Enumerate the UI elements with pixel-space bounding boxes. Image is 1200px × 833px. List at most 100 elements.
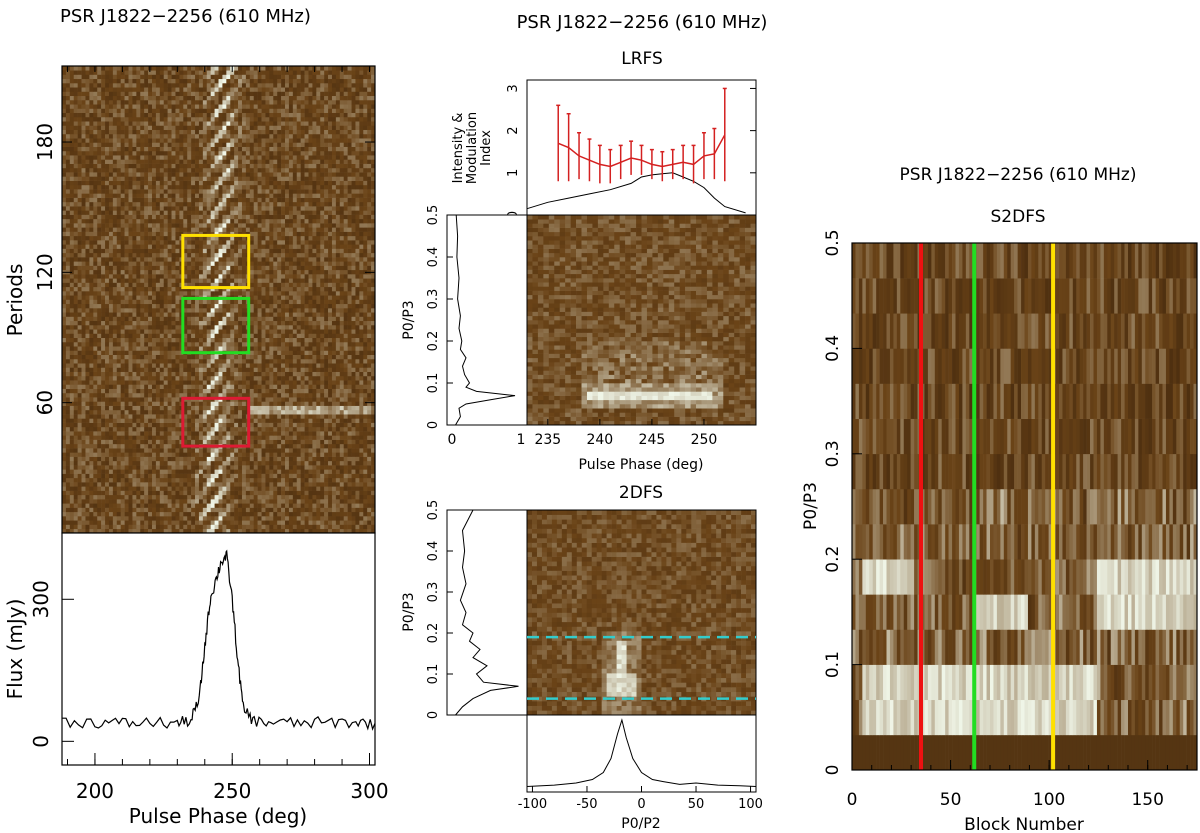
stack-pixel bbox=[116, 452, 121, 457]
stack-pixel bbox=[285, 401, 290, 406]
stack-pixel bbox=[136, 358, 141, 364]
stack-pixel bbox=[241, 274, 247, 279]
stack-pixel bbox=[108, 316, 114, 322]
stack-pixel bbox=[144, 392, 149, 398]
stack-pixel bbox=[202, 439, 208, 445]
stack-pixel bbox=[195, 333, 200, 339]
stack-pixel bbox=[73, 469, 78, 474]
stack-pixel bbox=[73, 460, 78, 466]
stack-pixel bbox=[112, 443, 118, 449]
stack-pixel bbox=[269, 482, 274, 487]
stack-pixel bbox=[339, 503, 344, 508]
stack-pixel bbox=[175, 354, 180, 360]
stack-pixel bbox=[85, 405, 90, 411]
stack-pixel bbox=[328, 473, 333, 479]
stack-pixel bbox=[222, 274, 227, 279]
stack-pixel bbox=[277, 443, 282, 449]
stack-pixel bbox=[105, 422, 110, 428]
stack-pixel bbox=[214, 324, 219, 330]
stack-pixel bbox=[105, 286, 110, 292]
stack-pixel bbox=[324, 443, 329, 449]
stack-pixel bbox=[124, 291, 129, 296]
stack-pixel bbox=[132, 511, 137, 517]
stack-pixel bbox=[359, 303, 364, 309]
stack-pixel bbox=[140, 324, 145, 330]
stack-pixel bbox=[202, 307, 208, 313]
stack-pixel bbox=[206, 375, 211, 381]
stack-pixel bbox=[81, 282, 86, 288]
stack-pixel bbox=[120, 473, 125, 479]
stack-pixel bbox=[367, 350, 372, 355]
stack-pixel bbox=[277, 380, 282, 385]
stack-pixel bbox=[261, 486, 266, 491]
stack-pixel bbox=[140, 303, 145, 309]
stack-pixel bbox=[343, 384, 348, 389]
stack-pixel bbox=[285, 418, 290, 423]
stack-pixel bbox=[371, 409, 376, 415]
stack-pixel bbox=[234, 435, 239, 440]
stack-pixel bbox=[132, 516, 137, 521]
stack-pixel bbox=[108, 397, 114, 402]
stack-pixel bbox=[253, 516, 258, 521]
stack-pixel bbox=[128, 329, 133, 334]
stack-pixel bbox=[124, 350, 129, 355]
stack-pixel bbox=[261, 282, 266, 288]
stack-pixel bbox=[300, 354, 305, 360]
stack-pixel bbox=[206, 409, 211, 415]
stack-pixel bbox=[238, 528, 243, 534]
stack-pixel bbox=[108, 443, 114, 449]
stack-pixel bbox=[112, 452, 118, 457]
stack-pixel bbox=[206, 363, 211, 368]
stack-pixel bbox=[159, 490, 165, 496]
stack-pixel bbox=[343, 274, 348, 279]
stack-pixel bbox=[85, 380, 90, 385]
stack-pixel bbox=[89, 414, 94, 419]
stack-pixel bbox=[89, 312, 94, 317]
stack-pixel bbox=[108, 426, 114, 432]
stack-pixel bbox=[151, 448, 157, 453]
stack-pixel bbox=[328, 401, 333, 406]
stack-pixel bbox=[93, 494, 98, 500]
stack-pixel bbox=[249, 320, 255, 326]
stack-pixel bbox=[89, 494, 94, 500]
stack-pixel bbox=[171, 350, 176, 355]
stack-pixel bbox=[62, 346, 67, 351]
stack-pixel bbox=[245, 469, 251, 474]
stack-pixel bbox=[316, 392, 321, 398]
stack-pixel bbox=[93, 511, 98, 517]
stack-pixel bbox=[195, 354, 200, 360]
stack-pixel bbox=[132, 409, 137, 415]
stack-pixel bbox=[140, 452, 145, 457]
stack-pixel bbox=[234, 507, 239, 513]
stack-pixel bbox=[195, 291, 200, 296]
stack-pixel bbox=[343, 520, 348, 525]
stack-pixel bbox=[112, 286, 118, 292]
stack-pixel bbox=[155, 456, 161, 462]
stack-pixel bbox=[355, 401, 360, 406]
stack-pixel bbox=[367, 299, 372, 305]
stack-pixel bbox=[359, 274, 364, 279]
stack-pixel bbox=[241, 520, 247, 525]
stack-pixel bbox=[105, 341, 110, 347]
stack-pixel bbox=[253, 295, 258, 300]
stack-pixel bbox=[234, 303, 239, 309]
stack-pixel bbox=[296, 443, 301, 449]
stack-pixel bbox=[62, 397, 67, 402]
stack-pixel bbox=[151, 439, 157, 445]
stack-pixel bbox=[269, 431, 274, 436]
stack-pixel bbox=[187, 291, 192, 296]
stack-pixel bbox=[218, 341, 223, 347]
stack-pixel bbox=[269, 329, 274, 334]
stack-pixel bbox=[269, 418, 274, 423]
stack-pixel bbox=[93, 503, 98, 508]
stack-pixel bbox=[269, 375, 274, 381]
stack-pixel bbox=[151, 358, 157, 364]
stack-pixel bbox=[93, 375, 98, 381]
stack-pixel bbox=[241, 422, 247, 428]
stack-pixel bbox=[171, 320, 176, 326]
stack-pixel bbox=[175, 443, 180, 449]
stack-pixel bbox=[320, 358, 325, 364]
stack-pixel bbox=[245, 490, 251, 496]
stack-pixel bbox=[85, 469, 90, 474]
stack-pixel bbox=[343, 482, 348, 487]
